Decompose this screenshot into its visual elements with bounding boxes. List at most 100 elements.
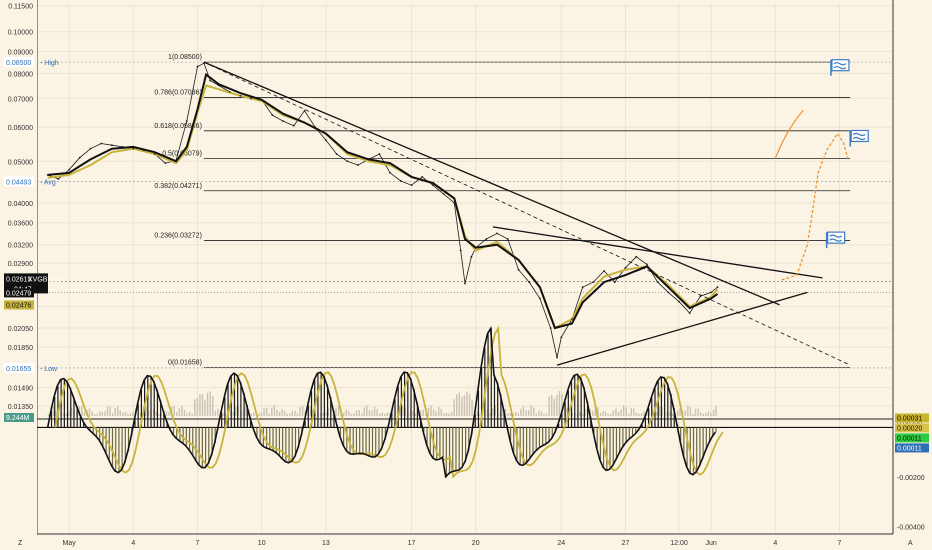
time-tick-label: 4: [773, 540, 777, 547]
price-marker-badge: [4, 57, 34, 68]
volume-bar: [504, 408, 507, 416]
price-tick-label: 0.01350: [8, 404, 33, 411]
close-point: [325, 139, 327, 142]
trendline-solid: [203, 61, 780, 306]
oscillator-histogram-bar: [256, 427, 258, 437]
volume-bar: [597, 407, 599, 416]
volume-bar: [458, 392, 460, 416]
oscillator-histogram-bar: [525, 427, 528, 464]
volume-bar: [158, 413, 160, 416]
oscillator-histogram-bar: [500, 394, 502, 428]
close-point: [699, 295, 702, 298]
price-tick-label: 0.03600: [8, 221, 33, 228]
volume-bar: [301, 405, 304, 416]
volume-bar: [127, 413, 129, 416]
oscillator-histogram-bar: [683, 427, 685, 456]
oscillator-histogram-bar: [574, 375, 576, 428]
oscillator-histogram-bar: [317, 373, 319, 428]
flag-wave: [833, 62, 847, 70]
close-point: [164, 162, 167, 165]
oscillator-histogram-bar: [204, 427, 207, 468]
volume-bar: [294, 410, 296, 416]
oscillator-histogram-bar: [185, 427, 187, 446]
volume-bar: [402, 405, 404, 416]
price-tick-label: 0.10000: [8, 30, 33, 37]
oscillator-histogram-bar: [445, 427, 447, 477]
volume-bar: [235, 406, 237, 416]
volume-bar: [540, 411, 543, 416]
oscillator-histogram-bar: [413, 389, 415, 428]
volume-bar: [522, 406, 525, 416]
oscillator-histogram-bar: [708, 427, 711, 443]
fib-level-label: 0.236(0.03272): [154, 233, 201, 240]
oscillator-histogram-bar: [272, 427, 274, 451]
close-point: [68, 168, 70, 171]
volume-bar: [638, 413, 640, 416]
oscillator-histogram-bar: [705, 427, 707, 451]
fib-level-label: 0.618(0.05886): [154, 123, 201, 130]
volume-bar: [602, 410, 604, 416]
volume-bar: [278, 411, 281, 416]
volume-bar: [551, 394, 553, 416]
oscillator-histogram-bar: [628, 427, 630, 440]
oscillator-histogram-bar: [535, 427, 537, 451]
oscillator-histogram-bar: [670, 393, 672, 428]
oscillator-value-label: 0.00011: [897, 435, 922, 442]
ma-line: [47, 72, 719, 330]
oscillator-histogram-bar: [172, 427, 175, 435]
volume-bar: [181, 406, 183, 416]
time-tick-label: 12:00: [670, 540, 688, 547]
volume-bar: [705, 413, 707, 416]
projection-path[interactable]: [774, 109, 849, 281]
volume-badge: [4, 413, 34, 422]
close-point: [432, 184, 434, 187]
volume-bar: [425, 413, 427, 416]
volume-bar: [70, 408, 73, 416]
oscillator-histogram-bar: [667, 383, 669, 428]
volume-bar: [712, 409, 715, 416]
price-axis[interactable]: 0.11500 0.10000 0.09000 0.08000 0.07000 0.060…: [0, 0, 62, 534]
time-tick-label: 7: [838, 540, 842, 547]
volume-bar: [509, 413, 512, 416]
volume-bar: [558, 391, 561, 416]
close-point: [646, 263, 648, 266]
oscillator-histogram-bar: [83, 421, 85, 428]
fib-level-label: 0.382(0.04271): [154, 183, 201, 190]
oscillator-histogram-bar: [221, 412, 223, 428]
volume-bar: [404, 408, 407, 416]
oscillator-histogram-bar: [558, 424, 560, 428]
oscillator-histogram-bar: [699, 427, 701, 467]
price-tick-label: 0.07000: [8, 96, 33, 103]
volume-bar: [535, 413, 538, 416]
trendlines[interactable]: [203, 61, 851, 366]
oscillator-histogram-bar: [692, 427, 695, 475]
price-tick-label: 0.02900: [8, 261, 33, 268]
volume-bar: [615, 408, 617, 416]
close-point: [571, 318, 573, 320]
oscillator-axis[interactable]: 0.002000.00000-0.00200-0.004000.000310.0…: [895, 413, 929, 532]
volume-bar: [502, 407, 504, 416]
volume-bar: [461, 397, 463, 416]
oscillator-histogram-bar: [249, 417, 252, 428]
volume-bar: [533, 407, 535, 416]
volume-bar: [104, 411, 106, 416]
volume-bar: [610, 413, 612, 416]
oscillator-histogram-bar: [118, 427, 120, 473]
target-flags[interactable]: [825, 59, 869, 249]
close-point: [357, 164, 359, 166]
volume-bar: [173, 406, 175, 416]
oscillator-histogram-bar: [715, 427, 717, 433]
volume-bar: [371, 410, 373, 416]
close-point: [656, 281, 659, 284]
volume-bar: [566, 407, 568, 416]
volume-bar: [209, 391, 211, 416]
oscillator-histogram-bar: [564, 401, 566, 428]
price-tick-label: 0.11500: [8, 4, 33, 11]
oscillator-histogram-bar: [182, 427, 184, 443]
oscillator-histogram-bar: [577, 374, 579, 428]
oscillator-histogram-bar: [439, 427, 441, 460]
time-axis[interactable]: May 4 7 10 13 17 20 24 27 12:00 Jun 4 7 Z A: [18, 540, 913, 547]
volume-bar: [83, 411, 86, 416]
close-point: [667, 291, 670, 294]
